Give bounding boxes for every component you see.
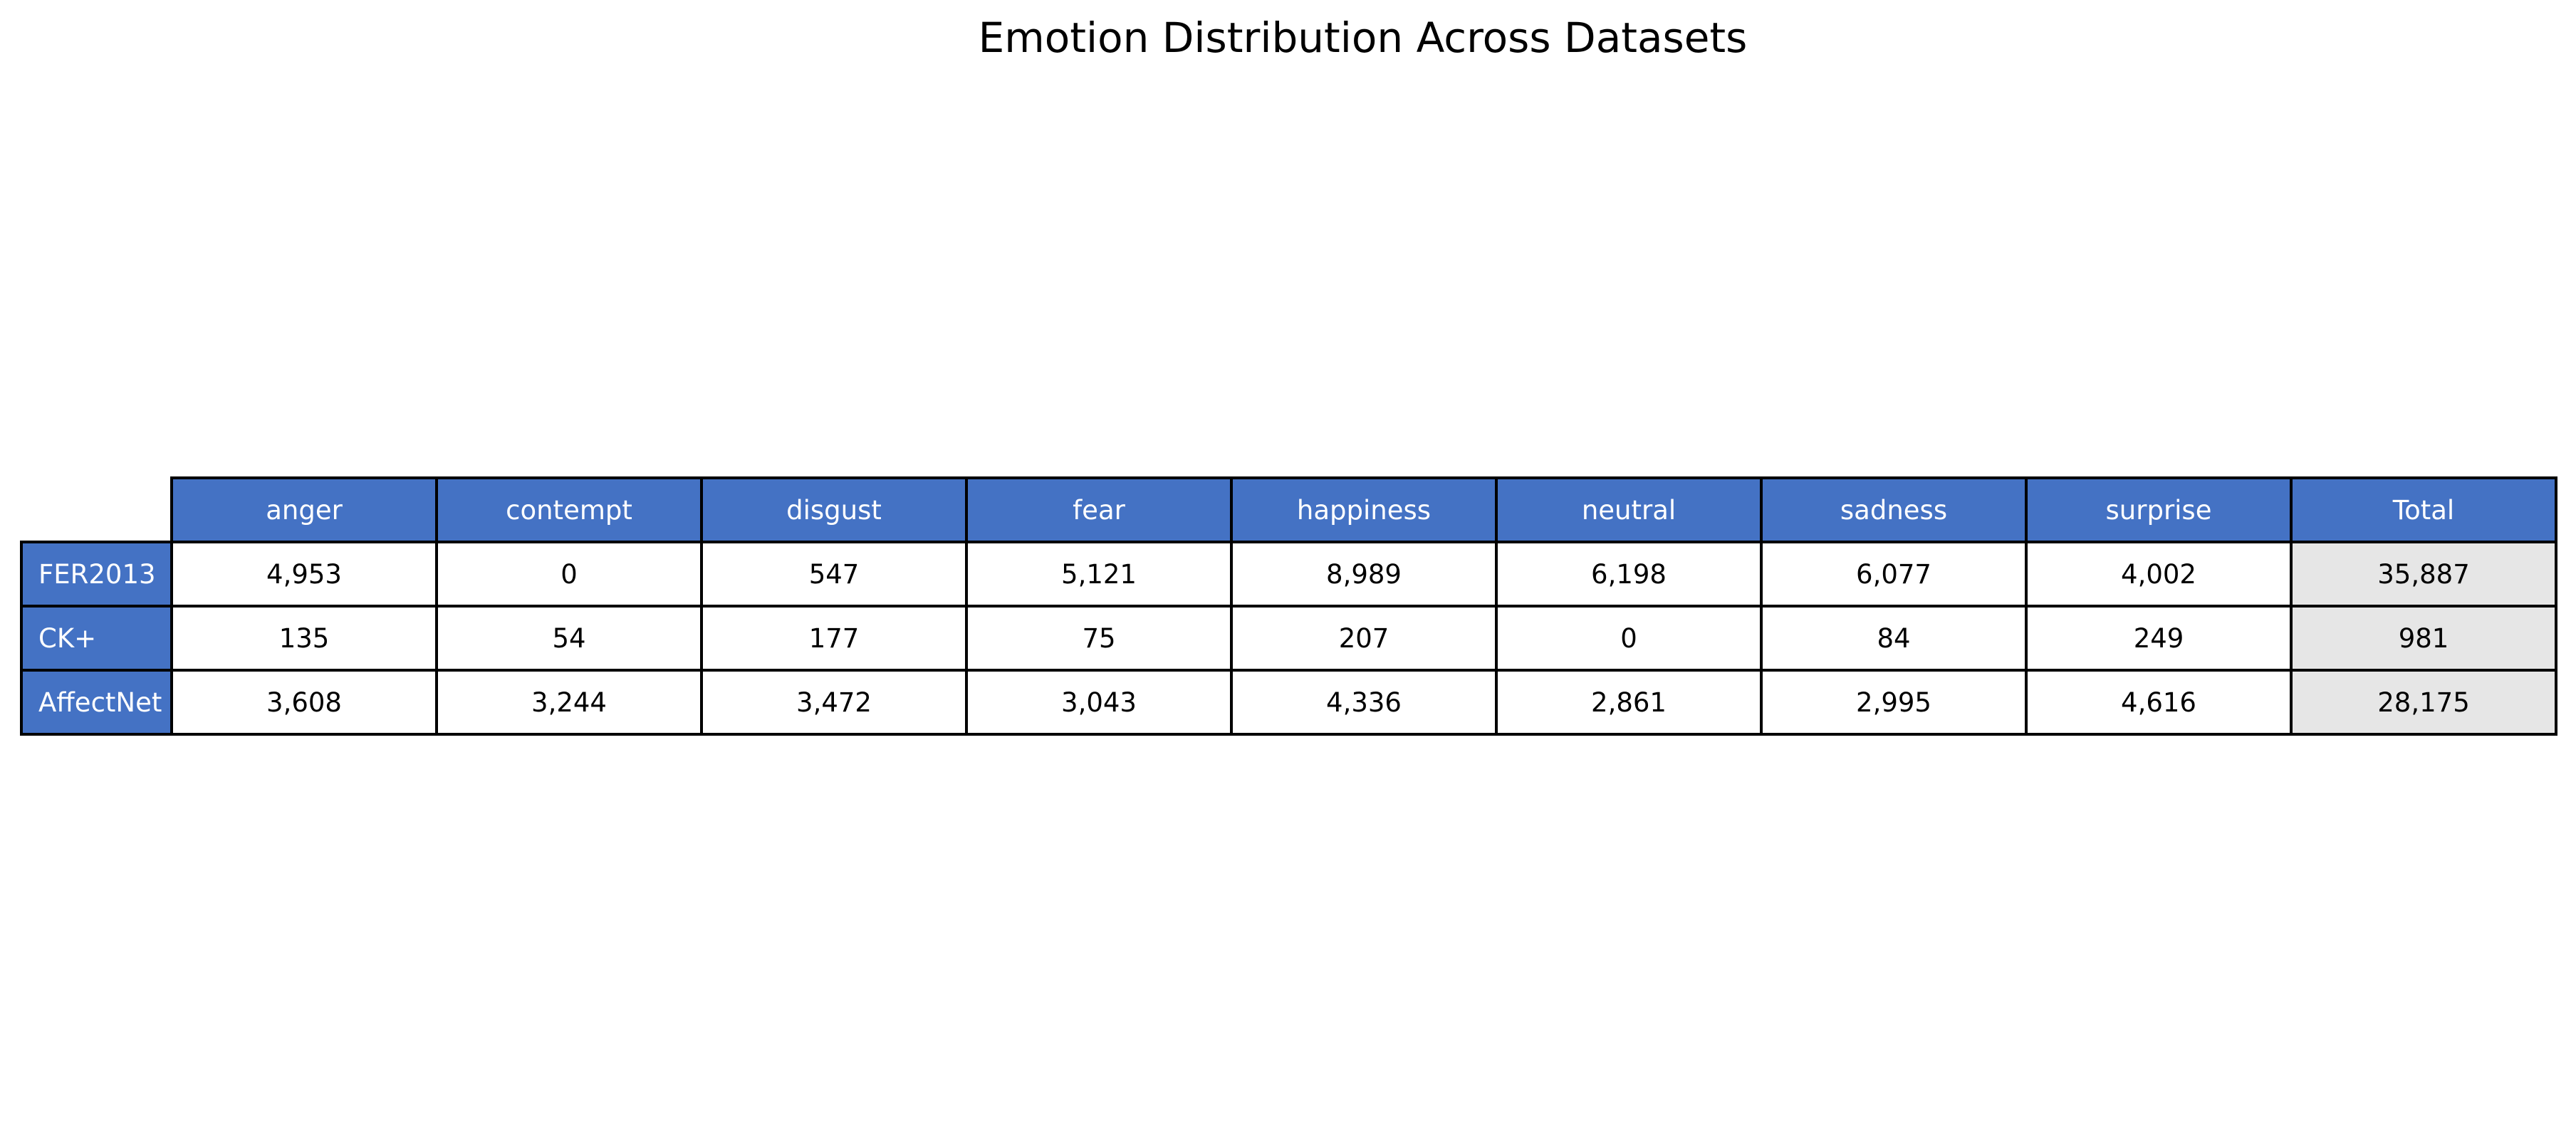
table-cell: 84 bbox=[1760, 605, 2028, 672]
table-cell: 54 bbox=[435, 605, 703, 672]
header-row: anger contempt disgust fear happiness neutral… bbox=[21, 476, 2557, 543]
table-cell: 4,002 bbox=[2025, 541, 2293, 608]
table-cell: 207 bbox=[1230, 605, 1498, 672]
table-cell: 3,608 bbox=[170, 669, 438, 736]
table-cell: 3,043 bbox=[965, 669, 1233, 736]
table-cell: 3,472 bbox=[700, 669, 968, 736]
table-row: CK+ 135 54 177 75 207 0 84 249 981 bbox=[20, 605, 2557, 672]
column-header: surprise bbox=[2025, 476, 2293, 543]
data-table: anger contempt disgust fear happiness neutral… bbox=[20, 476, 2557, 736]
table-cell: 4,953 bbox=[170, 541, 438, 608]
column-header: happiness bbox=[1230, 476, 1498, 543]
row-header: FER2013 bbox=[20, 541, 173, 608]
table-cell: 75 bbox=[965, 605, 1233, 672]
table-body: FER2013 4,953 0 547 5,121 8,989 6,198 6,077 4,00… bbox=[20, 541, 2557, 736]
chart-title: Emotion Distribution Across Datasets bbox=[978, 14, 1748, 62]
row-header: AffectNet bbox=[20, 669, 173, 736]
table-cell: 6,077 bbox=[1760, 541, 2028, 608]
table-cell: 5,121 bbox=[965, 541, 1233, 608]
table-cell: 2,861 bbox=[1495, 669, 1763, 736]
table-cell: 8,989 bbox=[1230, 541, 1498, 608]
column-header: disgust bbox=[700, 476, 968, 543]
table-cell: 0 bbox=[435, 541, 703, 608]
column-header: Total bbox=[2290, 476, 2557, 543]
total-cell: 981 bbox=[2290, 605, 2557, 672]
table-cell: 4,336 bbox=[1230, 669, 1498, 736]
column-header: anger bbox=[170, 476, 438, 543]
table-cell: 547 bbox=[700, 541, 968, 608]
table-row: AffectNet 3,608 3,244 3,472 3,043 4,336 2,861 2… bbox=[20, 669, 2557, 736]
table-cell: 6,198 bbox=[1495, 541, 1763, 608]
table-cell: 4,616 bbox=[2025, 669, 2293, 736]
table-cell: 249 bbox=[2025, 605, 2293, 672]
table-row: FER2013 4,953 0 547 5,121 8,989 6,198 6,077 4,00… bbox=[20, 541, 2557, 608]
column-header: sadness bbox=[1760, 476, 2028, 543]
table-corner bbox=[21, 478, 172, 542]
table-cell: 0 bbox=[1495, 605, 1763, 672]
column-header: fear bbox=[965, 476, 1233, 543]
table-cell: 2,995 bbox=[1760, 669, 2028, 736]
table-cell: 135 bbox=[170, 605, 438, 672]
column-header: contempt bbox=[435, 476, 703, 543]
table-cell: 3,244 bbox=[435, 669, 703, 736]
column-header: neutral bbox=[1495, 476, 1763, 543]
row-header: CK+ bbox=[20, 605, 173, 672]
total-cell: 28,175 bbox=[2290, 669, 2557, 736]
table-cell: 177 bbox=[700, 605, 968, 672]
total-cell: 35,887 bbox=[2290, 541, 2557, 608]
